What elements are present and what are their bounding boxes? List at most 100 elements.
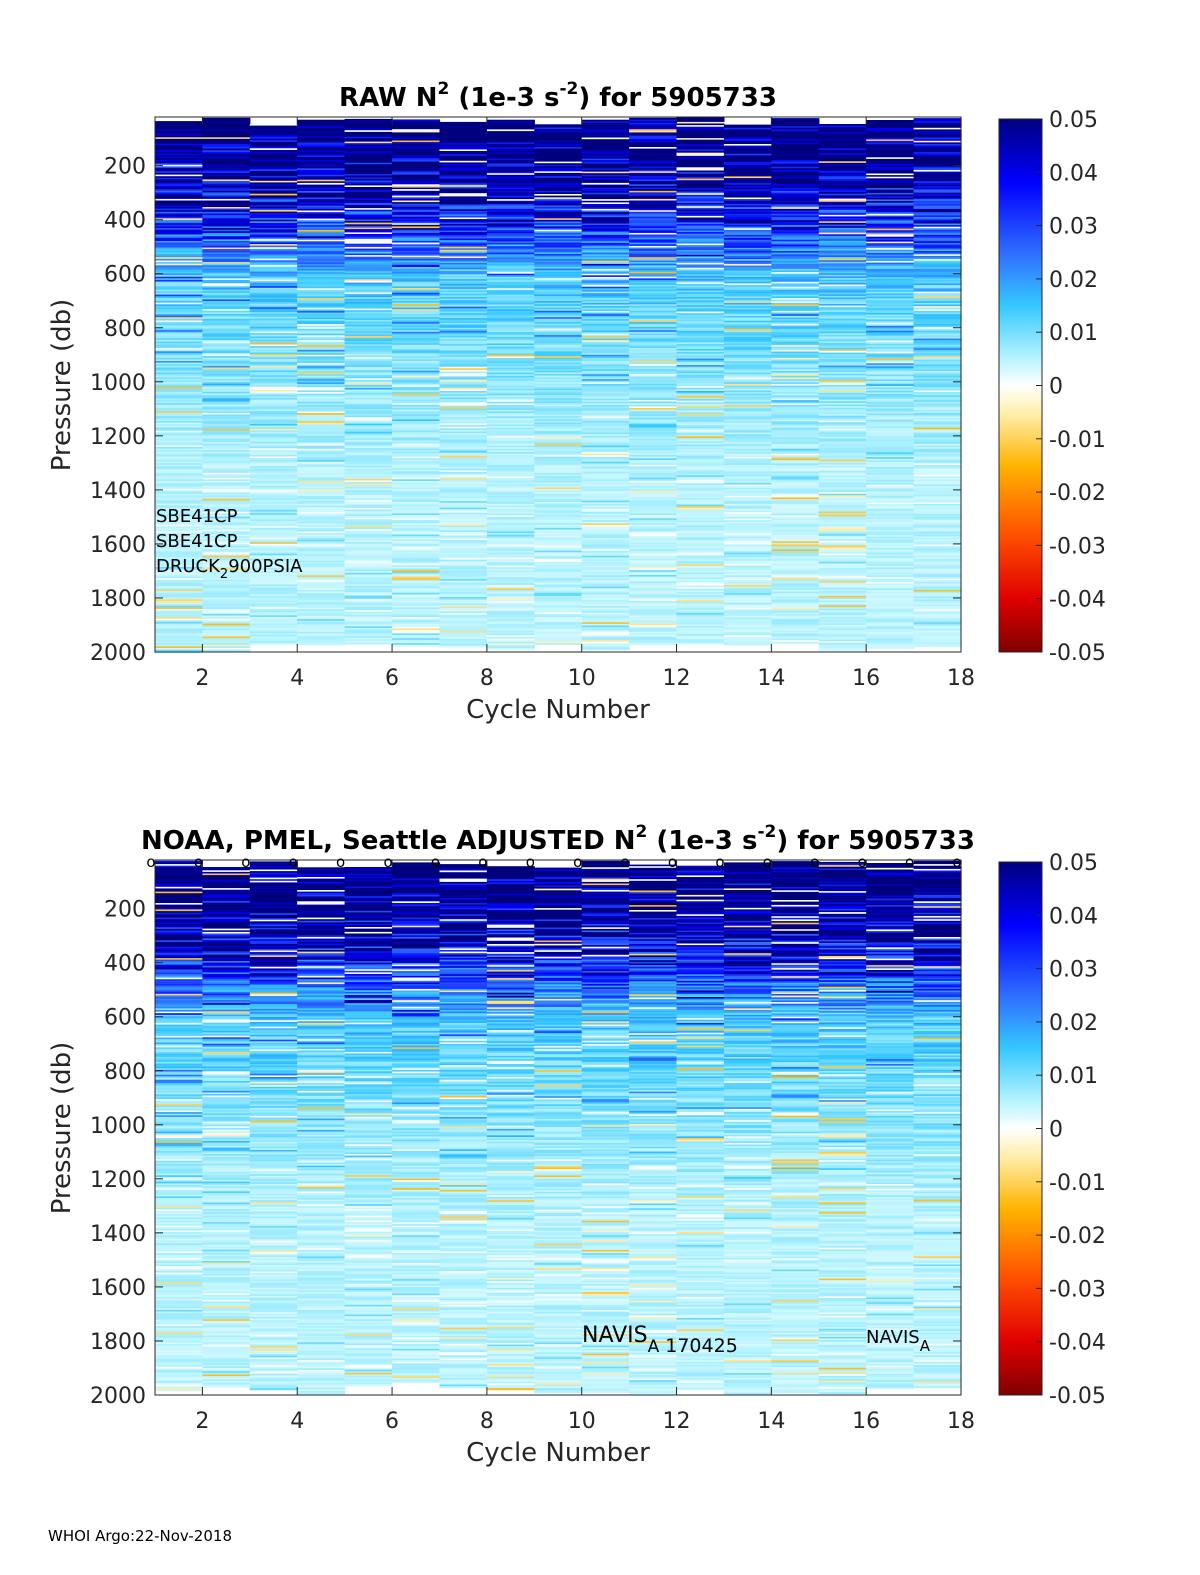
cycle-column-17: [913, 860, 962, 1389]
qc-marker: o: [668, 853, 677, 871]
x-tick-label: 8: [480, 666, 494, 691]
qc-marker: o: [952, 853, 961, 871]
x-tick-label: 10: [568, 1409, 596, 1434]
cycle-column-5: [344, 118, 393, 645]
cycle-column-4: [297, 119, 346, 646]
cycle-column-7: [439, 121, 488, 648]
y-tick-label: 200: [104, 898, 146, 923]
x-tick-label: 14: [757, 666, 785, 691]
cycle-column-8: [486, 866, 535, 1391]
colorbar-tick-label: 0.05: [1049, 851, 1098, 876]
cycle-column-17: [913, 118, 962, 648]
footer-credit: WHOI Argo:22-Nov-2018: [48, 1527, 232, 1545]
cycle-column-14: [771, 861, 820, 1394]
y-tick-label: 1000: [90, 1114, 146, 1139]
cycle-column-1: [155, 860, 203, 1392]
raw-x-ticks: 2 4 6 8 10 12 14 16 18: [195, 117, 975, 691]
y-tick-label: 400: [104, 952, 146, 977]
x-tick-label: 6: [385, 666, 399, 691]
adjusted-y-ticks: 200 400 600 800 1000 1200 1400 1600 1800 2000: [90, 898, 961, 1409]
colorbar-tick-label: 0.02: [1049, 1011, 1098, 1036]
x-tick-label: 2: [195, 1409, 209, 1434]
adjusted-colorbar: [998, 861, 1043, 1396]
raw-y-axis-label: Pressure (db): [47, 299, 77, 472]
navis-label-1: NAVISA 170425: [582, 1323, 738, 1357]
cycle-column-6: [392, 862, 441, 1385]
x-tick-label: 18: [947, 666, 975, 691]
raw-y-ticks: 200 400 600 800 1000 1200 1400 1600 1800 2000: [90, 155, 961, 666]
sensor-label-1: SBE41CP: [156, 506, 238, 527]
x-tick-label: 14: [757, 1409, 785, 1434]
y-tick-label: 1600: [90, 1276, 146, 1301]
cycle-column-8: [486, 119, 535, 651]
colorbar-tick-label: -0.01: [1049, 428, 1106, 453]
cycle-column-13: [723, 862, 772, 1395]
cycle-column-11: [629, 864, 678, 1396]
adjusted-plot-frame: [154, 859, 962, 1396]
y-tick-label: 1200: [90, 425, 146, 450]
cycle-column-6: [392, 119, 441, 647]
x-tick-label: 12: [663, 666, 691, 691]
x-tick-label: 16: [852, 666, 880, 691]
qc-marker: o: [289, 853, 298, 871]
colorbar-tick-label: -0.04: [1049, 1331, 1106, 1356]
y-tick-label: 1200: [90, 1168, 146, 1193]
x-tick-label: 10: [568, 666, 596, 691]
cycle-column-12: [676, 117, 725, 645]
colorbar-tick-label: -0.05: [1049, 1384, 1106, 1409]
qc-marker: o: [478, 853, 487, 871]
cycle-column-1: [155, 121, 203, 654]
y-tick-label: 400: [104, 209, 146, 234]
y-tick-label: 1600: [90, 533, 146, 558]
adjusted-n2-panel: NOAA, PMEL, Seattle ADJUSTED N2 (1e-3 s-…: [47, 822, 1106, 1468]
navis-label-2: NAVISA: [866, 1327, 931, 1355]
cycle-column-10: [581, 860, 630, 1393]
y-tick-label: 600: [104, 1006, 146, 1031]
qc-marker: o: [194, 853, 203, 871]
cycle-column-5: [344, 867, 393, 1387]
colorbar-tick-label: -0.01: [1049, 1171, 1106, 1196]
y-tick-label: 2000: [90, 1384, 146, 1409]
y-tick-label: 800: [104, 317, 146, 342]
colorbar-tick-label: 0: [1049, 1118, 1063, 1143]
qc-marker: o: [526, 853, 535, 871]
adjusted-title: NOAA, PMEL, Seattle ADJUSTED N2 (1e-3 s-…: [141, 822, 975, 856]
cycle-column-15: [818, 861, 867, 1395]
cycle-column-12: [676, 865, 725, 1390]
colorbar-tick-label: 0.03: [1049, 215, 1098, 240]
qc-marker: o: [336, 853, 345, 871]
cycle-column-2: [202, 117, 251, 652]
sensor-label-2: SBE41CP: [156, 531, 238, 552]
cycle-column-10: [581, 119, 630, 652]
colorbar-tick-label: -0.03: [1049, 1277, 1106, 1302]
qc-marker: o: [573, 853, 582, 871]
qc-marker: o: [810, 853, 819, 871]
qc-marker: o: [763, 853, 772, 871]
colorbar-tick-label: -0.03: [1049, 534, 1106, 559]
x-tick-label: 8: [480, 1409, 494, 1434]
qc-marker: o: [905, 853, 914, 871]
colorbar-tick-label: 0.03: [1049, 958, 1098, 983]
cycle-column-16: [866, 863, 915, 1389]
y-tick-label: 1000: [90, 371, 146, 396]
raw-title: RAW N2 (1e-3 s-2) for 5905733: [339, 79, 777, 113]
x-tick-label: 12: [663, 1409, 691, 1434]
colorbar-tick-label: 0.04: [1049, 904, 1098, 929]
cycle-column-4: [297, 867, 346, 1395]
y-tick-label: 1800: [90, 587, 146, 612]
adjusted-y-axis-label: Pressure (db): [47, 1042, 77, 1215]
x-tick-label: 4: [290, 1409, 304, 1434]
adjusted-colorbar-ticks: 0.05 0.04 0.03 0.02 0.01 0 -0.01 -0.02 -0.03 -0.0…: [1036, 851, 1106, 1409]
colorbar-tick-label: -0.05: [1049, 641, 1106, 666]
raw-plot-frame: [154, 116, 962, 653]
cycle-column-2: [202, 867, 251, 1388]
y-tick-label: 1400: [90, 479, 146, 504]
adjusted-heatmap: [155, 860, 962, 1396]
adjusted-x-axis-label: Cycle Number: [466, 1438, 650, 1468]
raw-colorbar: [998, 118, 1043, 653]
qc-marker: o: [146, 853, 155, 871]
colorbar-tick-label: -0.04: [1049, 588, 1106, 613]
y-tick-label: 600: [104, 263, 146, 288]
cycle-column-13: [723, 124, 772, 646]
